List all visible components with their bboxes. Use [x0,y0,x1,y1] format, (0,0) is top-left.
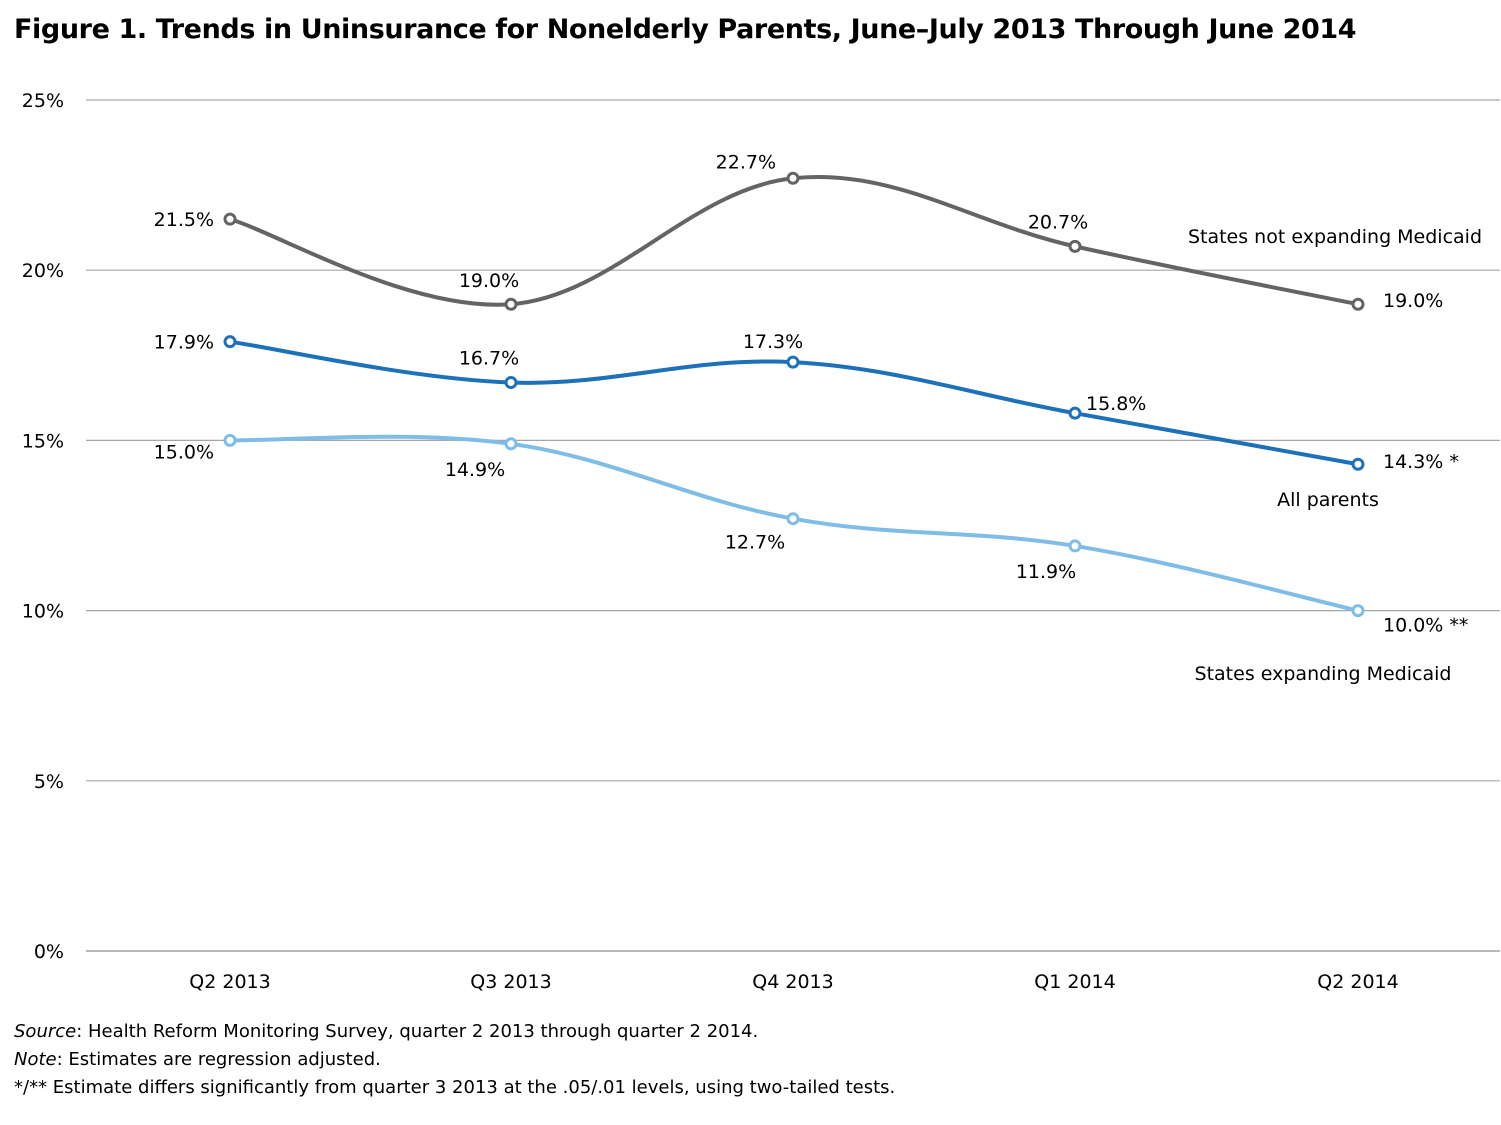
data-label-states-not-expanding-medicaid-q2-2013: 21.5% [154,209,214,231]
data-label-states-not-expanding-medicaid-q2-2014: 19.0% [1383,290,1443,312]
gridlines [86,99,1500,952]
x-tick-label-q2-2013: Q2 2013 [189,971,270,993]
y-tick-label-10: 10% [22,601,64,623]
data-label-all-parents-q2-2013: 17.9% [154,332,214,354]
x-tick-label-q1-2014: Q1 2014 [1034,971,1115,993]
y-axis-tick-labels: 0% 5% 10% 15% 20% 25% [22,90,64,963]
y-tick-label-0: 0% [34,941,64,963]
data-label-states-not-expanding-medicaid-q3-2013: 19.0% [459,270,519,292]
series-name-all-parents: All parents [1277,489,1379,511]
data-label-states-expanding-medicaid-q3-2013: 14.9% [445,459,505,481]
data-label-states-expanding-medicaid-q1-2014: 11.9% [1016,561,1076,583]
source-label: Source [14,1021,77,1042]
data-label-states-expanding-medicaid-q2-2014: 10.0% ** [1383,615,1468,637]
data-point-states-expanding-medicaid-q1-2014 [1068,539,1082,553]
data-points [223,171,1365,618]
data-point-states-expanding-medicaid-q2-2013 [223,433,237,447]
data-label-states-not-expanding-medicaid-q1-2014: 20.7% [1028,211,1088,233]
data-point-states-expanding-medicaid-q2-2014 [1351,604,1365,618]
data-point-all-parents-q1-2014 [1068,406,1082,420]
chart-title: Figure 1. Trends in Uninsurance for None… [14,14,1357,45]
source-note: Source: Health Reform Monitoring Survey,… [14,1018,895,1046]
data-label-states-not-expanding-medicaid-q4-2013: 22.7% [716,151,776,173]
data-point-states-expanding-medicaid-q3-2013 [504,437,518,451]
series-name-states-expanding-medicaid: States expanding Medicaid [1195,663,1452,685]
data-point-states-not-expanding-medicaid-q3-2013 [504,297,518,311]
data-label-all-parents-q4-2013: 17.3% [743,331,803,353]
data-point-states-not-expanding-medicaid-q1-2014 [1068,239,1082,253]
y-tick-label-5: 5% [34,771,64,793]
x-tick-label-q3-2013: Q3 2013 [470,971,551,993]
series-name-states-not-expanding-medicaid: States not expanding Medicaid [1188,226,1482,248]
source-text: : Health Reform Monitoring Survey, quart… [76,1021,759,1042]
y-tick-label-25: 25% [22,90,64,112]
data-label-states-expanding-medicaid-q4-2013: 12.7% [725,532,785,554]
chart-notes: Source: Health Reform Monitoring Survey,… [14,1018,895,1102]
data-point-states-expanding-medicaid-q4-2013 [786,512,800,526]
data-point-states-not-expanding-medicaid-q4-2013 [786,171,800,185]
y-tick-label-15: 15% [22,430,64,452]
x-axis-tick-labels: Q2 2013 Q3 2013 Q4 2013 Q1 2014 Q2 2014 [189,971,1398,993]
y-tick-label-20: 20% [22,260,64,282]
data-label-all-parents-q3-2013: 16.7% [459,348,519,370]
data-label-all-parents-q2-2014: 14.3% * [1383,451,1459,473]
data-point-all-parents-q2-2013 [223,335,237,349]
note-text: : Estimates are regression adjusted. [56,1049,381,1070]
series-name-labels: States not expanding Medicaid All parents… [1188,226,1482,685]
note-label: Note [14,1049,57,1070]
data-point-states-not-expanding-medicaid-q2-2014 [1351,297,1365,311]
x-tick-label-q4-2013: Q4 2013 [752,971,833,993]
data-label-states-expanding-medicaid-q2-2013: 15.0% [154,441,214,463]
data-point-all-parents-q2-2014 [1351,457,1365,471]
data-labels: 21.5% 19.0% 22.7% 20.7% 19.0% 17.9% 16.7% 17.3%… [154,151,1469,636]
significance-note: */** Estimate differs significantly from… [14,1077,896,1098]
x-tick-label-q2-2014: Q2 2014 [1317,971,1398,993]
data-label-all-parents-q1-2014: 15.8% [1086,393,1146,415]
regression-note: Note: Estimates are regression adjusted. [14,1046,895,1074]
data-point-states-not-expanding-medicaid-q2-2013 [223,212,237,226]
data-point-all-parents-q4-2013 [786,355,800,369]
data-point-all-parents-q3-2013 [504,376,518,390]
